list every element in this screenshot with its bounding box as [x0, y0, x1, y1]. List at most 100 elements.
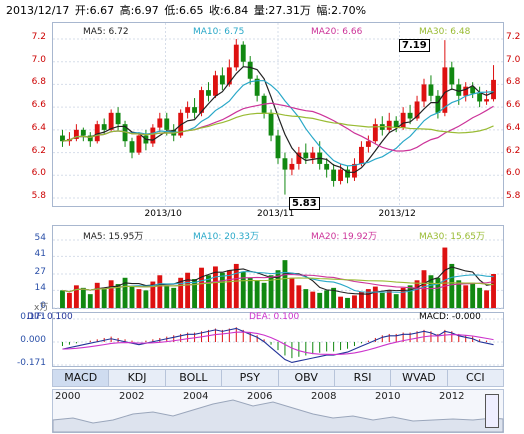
volume-bar	[365, 289, 371, 308]
volume-bar	[199, 267, 204, 308]
tab-obv[interactable]: OBV	[279, 370, 335, 386]
quote-volume: 量:27.31万	[253, 4, 311, 17]
price-tick-label: 6.0	[31, 168, 46, 179]
volume-bar	[136, 289, 142, 308]
dif-line	[62, 327, 494, 364]
candle-body	[164, 118, 170, 130]
candle-body	[331, 169, 337, 181]
volume-bar	[317, 292, 323, 308]
volume-tick-label: 27	[34, 267, 46, 277]
tab-macd[interactable]: MACD	[53, 370, 110, 386]
tab-rsi[interactable]: RSI	[335, 370, 392, 386]
candle-body	[275, 135, 281, 159]
volume-bar	[352, 295, 357, 308]
candle-body	[87, 135, 93, 142]
price-tick-label: 6.8	[506, 77, 521, 88]
dea-line	[62, 331, 494, 356]
candle-body	[310, 152, 316, 159]
volume-bar	[115, 284, 121, 308]
candle-body	[386, 120, 392, 130]
macd-panel[interactable]: DIF: 0.100 DEA: 0.100 MACD: -0.000	[27, 312, 504, 367]
volume-bar	[206, 275, 211, 308]
ma30-legend: MA30: 6.48	[419, 27, 471, 37]
macd-tick-label: 0.000	[20, 335, 46, 345]
volume-bar	[268, 275, 274, 308]
timeline-navigator[interactable]: 2000 2002 2004 2006 2008 2010 2012	[52, 389, 504, 433]
volume-panel[interactable]: MA5: 15.95万 MA10: 20.33万 MA20: 19.92万 MA…	[52, 225, 504, 309]
volume-bar	[87, 294, 93, 308]
volume-bar	[73, 285, 79, 308]
volume-bar	[379, 292, 385, 308]
candle-body	[129, 141, 135, 153]
candle-body	[352, 163, 357, 178]
volume-bar	[143, 290, 149, 308]
volume-bar	[80, 287, 86, 308]
candle-body	[226, 67, 232, 85]
volume-bar	[331, 287, 337, 308]
ma10-line	[62, 80, 494, 167]
ma30-line	[62, 112, 494, 142]
price-tick-label: 6.0	[506, 168, 521, 179]
timeline-range-handle[interactable]	[485, 394, 499, 428]
volume-bar	[101, 289, 107, 308]
volume-bar	[324, 290, 330, 308]
volume-bar	[449, 263, 455, 308]
volume-bar	[428, 275, 434, 308]
date-tick-label: 2013/10	[144, 209, 182, 219]
volume-bar	[463, 285, 469, 308]
tab-psy[interactable]: PSY	[222, 370, 279, 386]
candle-body	[338, 169, 344, 181]
candle-body	[491, 79, 496, 100]
tab-wvad[interactable]: WVAD	[391, 370, 448, 386]
volume-bar	[386, 290, 392, 308]
volume-bar	[435, 277, 441, 308]
candlestick-panel[interactable]: MA5: 6.72 MA10: 6.75 MA20: 6.66 MA30: 6.…	[52, 22, 504, 210]
price-tick-label: 7.2	[31, 32, 46, 42]
volume-bar	[164, 285, 170, 308]
tab-boll[interactable]: BOLL	[166, 370, 223, 386]
candle-body	[463, 86, 469, 96]
volume-bar	[282, 260, 288, 308]
volume-bar	[456, 280, 462, 308]
indicator-tabs: MACD KDJ BOLL PSY OBV RSI WVAD CCI	[52, 369, 504, 387]
candle-body	[206, 90, 211, 96]
volume-bar	[296, 285, 302, 308]
candle-body	[296, 152, 302, 164]
candle-body	[365, 141, 371, 147]
candle-body	[199, 90, 204, 113]
ma5-legend: MA5: 6.72	[83, 27, 129, 37]
tab-cci[interactable]: CCI	[466, 371, 485, 384]
tab-kdj[interactable]: KDJ	[109, 370, 166, 386]
candle-body	[60, 135, 65, 142]
price-tick-label: 6.2	[506, 145, 521, 156]
volume-bar	[310, 291, 316, 308]
macd-tick-label: -0.171	[16, 358, 46, 368]
candle-body	[122, 124, 128, 142]
volume-bar	[345, 297, 350, 308]
candle-body	[421, 84, 427, 102]
candle-body	[101, 124, 107, 130]
volume-bar	[247, 277, 253, 308]
candle-body	[393, 120, 399, 128]
ma20-legend: MA20: 6.66	[311, 27, 363, 37]
volume-bar	[240, 271, 246, 308]
quote-open: 开:6.67	[74, 4, 115, 17]
vol-ma10-legend: MA10: 20.33万	[193, 232, 260, 242]
volume-ma10-line	[62, 271, 494, 293]
candle-body	[358, 146, 364, 164]
date-tick-label: 2013/11	[257, 209, 295, 219]
volume-unit: x万	[34, 303, 49, 313]
quote-change: 幅:2.70%	[316, 4, 367, 17]
low-price-marker: 5.83	[289, 197, 320, 210]
volume-tick-label: 54	[34, 233, 46, 243]
candle-body	[233, 44, 239, 68]
high-price-marker: 7.19	[399, 39, 430, 52]
volume-bar	[358, 291, 364, 308]
volume-bar	[212, 266, 218, 308]
volume-bar	[470, 282, 476, 308]
candle-body	[73, 129, 79, 139]
timeline-year-2012: 2012	[439, 391, 465, 402]
volume-tick-label: 41	[34, 249, 46, 260]
candle-body	[192, 107, 198, 113]
volume-bar	[414, 280, 420, 308]
